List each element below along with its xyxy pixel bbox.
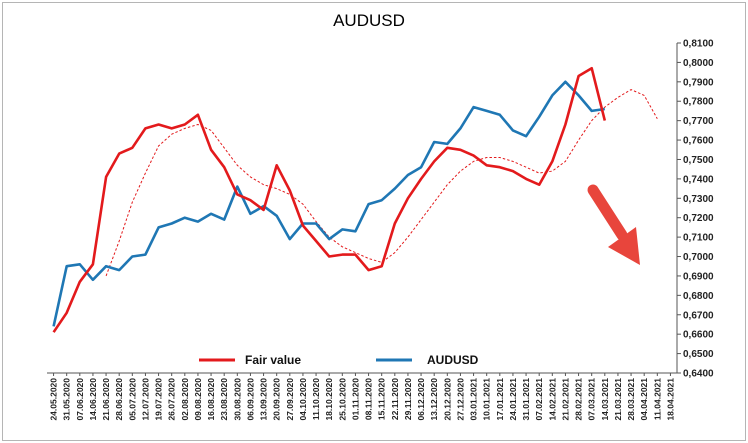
x-tick-label: 13.12.2020: [429, 378, 439, 421]
trend-arrow: [587, 184, 640, 265]
x-tick-label: 17.01.2021: [495, 378, 505, 421]
y-tick-label: 0,8100: [683, 39, 714, 50]
x-tick-label: 07.02.2021: [534, 378, 544, 421]
x-tick-label: 30.08.2020: [232, 378, 242, 421]
y-tick-label: 0,6400: [683, 369, 714, 380]
x-tick-label: 18.04.2021: [665, 378, 675, 421]
x-tick-label: 20.09.2020: [272, 378, 282, 421]
x-axis-ticks: 24.05.2020 31.05.2020 07.06.2020 14.06.2020…: [49, 373, 675, 421]
y-tick-label: 0,6500: [683, 349, 714, 360]
x-tick-label: 03.01.2021: [469, 378, 479, 421]
x-tick-label: 13.09.2020: [259, 378, 269, 421]
x-tick-label: 21.06.2020: [101, 378, 111, 421]
x-tick-label: 24.01.2021: [508, 378, 518, 421]
y-tick-label: 0,7200: [683, 213, 714, 224]
x-tick-label: 28.06.2020: [114, 378, 124, 421]
x-tick-label: 14.06.2020: [88, 378, 98, 421]
y-tick-label: 0,6800: [683, 291, 714, 302]
x-tick-label: 04.10.2020: [298, 378, 308, 421]
x-tick-label: 12.07.2020: [140, 378, 150, 421]
legend-label-audusd: AUDUSD: [427, 353, 479, 367]
x-tick-label: 22.11.2020: [390, 378, 400, 420]
x-tick-label: 05.07.2020: [127, 378, 137, 421]
y-tick-label: 0,7400: [683, 174, 714, 185]
series-line-audusd: [52, 80, 605, 327]
y-tick-label: 0,6700: [683, 310, 714, 321]
x-tick-label: 14.02.2021: [547, 378, 557, 421]
x-tick-label: 21.02.2021: [560, 378, 570, 421]
x-tick-label: 15.11.2020: [377, 378, 387, 420]
y-tick-label: 0,6900: [683, 271, 714, 282]
x-tick-label: 14.03.2021: [600, 378, 610, 421]
x-tick-label: 11.04.2021: [652, 378, 662, 420]
x-tick-label: 27.12.2020: [455, 378, 465, 421]
series-layer: [52, 66, 658, 333]
x-tick-label: 29.11.2020: [403, 378, 413, 420]
x-tick-label: 08.11.2020: [364, 378, 374, 420]
x-tick-label: 06.12.2020: [416, 378, 426, 421]
x-tick-label: 25.10.2020: [337, 378, 347, 421]
x-tick-label: 21.03.2021: [613, 378, 623, 421]
x-tick-label: 06.09.2020: [245, 378, 255, 421]
y-tick-label: 0,7700: [683, 116, 714, 127]
y-tick-label: 0,8000: [683, 58, 714, 69]
x-tick-label: 01.11.2020: [350, 378, 360, 420]
y-tick-label: 0,7500: [683, 155, 714, 166]
x-tick-label: 20.12.2020: [442, 378, 452, 421]
x-tick-label: 28.03.2021: [626, 378, 636, 421]
x-tick-label: 16.08.2020: [206, 378, 216, 421]
x-tick-label: 07.06.2020: [75, 378, 85, 421]
series-line-dotted-moving-average: [105, 89, 658, 277]
y-tick-label: 0,7300: [683, 194, 714, 205]
chart-title: AUDUSD: [333, 11, 405, 30]
trend-arrow-shaft: [587, 184, 628, 241]
x-tick-label: 31.05.2020: [62, 378, 72, 421]
x-tick-label: 09.08.2020: [193, 378, 203, 421]
x-tick-label: 04.04.2021: [639, 378, 649, 421]
x-tick-label: 19.07.2020: [154, 378, 164, 421]
x-tick-label: 24.05.2020: [49, 378, 59, 421]
y-tick-label: 0,7000: [683, 252, 714, 263]
x-tick-label: 26.07.2020: [167, 378, 177, 421]
x-tick-label: 11.10.2020: [311, 378, 321, 420]
y-tick-label: 0,7800: [683, 97, 714, 108]
x-tick-label: 31.01.2021: [521, 378, 531, 421]
x-tick-label: 07.03.2021: [587, 378, 597, 421]
x-tick-label: 27.09.2020: [285, 378, 295, 421]
x-tick-label: 02.08.2020: [180, 378, 190, 421]
x-tick-label: 28.02.2021: [574, 378, 584, 421]
y-axis-ticks: 0,6400 0,6500 0,6600 0,6700 0,6800 0,6900 0,70…: [677, 39, 714, 380]
trend-arrow-head: [608, 227, 640, 265]
x-tick-label: 23.08.2020: [219, 378, 229, 421]
y-tick-label: 0,7900: [683, 77, 714, 88]
legend-label-fair-value: Fair value: [245, 353, 301, 367]
y-tick-label: 0,7100: [683, 233, 714, 244]
x-tick-label: 18.10.2020: [324, 378, 334, 421]
legend: Fair value AUDUSD: [199, 353, 479, 367]
y-tick-label: 0,6600: [683, 330, 714, 341]
y-tick-label: 0,7600: [683, 136, 714, 147]
x-tick-label: 10.01.2021: [482, 378, 492, 421]
chart-canvas: AUDUSD 0,64000,65000,66000,67000,68000,6…: [47, 11, 714, 421]
series-line-fair-value: [52, 66, 607, 333]
